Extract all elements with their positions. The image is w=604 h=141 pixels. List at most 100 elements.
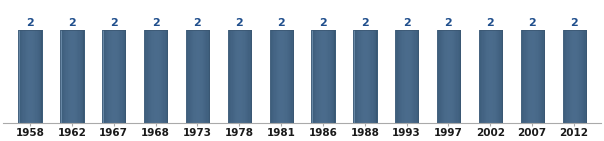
Bar	[459, 30, 460, 123]
Bar	[361, 30, 362, 123]
Bar	[525, 30, 527, 123]
Bar	[63, 30, 64, 123]
Bar	[204, 30, 205, 123]
Bar	[42, 30, 43, 123]
Bar	[26, 30, 27, 123]
Bar	[489, 30, 490, 123]
Bar	[228, 30, 229, 123]
Bar	[449, 30, 451, 123]
Bar	[199, 30, 201, 123]
Bar	[324, 30, 325, 123]
Bar	[38, 30, 39, 123]
Bar	[567, 30, 568, 123]
Bar	[289, 30, 290, 123]
Bar	[162, 30, 164, 123]
Bar	[399, 30, 400, 123]
Bar	[283, 30, 284, 123]
Bar	[582, 30, 583, 123]
Bar	[484, 30, 485, 123]
Bar	[119, 30, 120, 123]
Bar	[277, 30, 278, 123]
Bar	[579, 30, 580, 123]
Bar	[187, 30, 188, 123]
Bar	[230, 30, 231, 123]
Bar	[453, 30, 454, 123]
Text: 2: 2	[319, 18, 327, 28]
Bar	[72, 30, 74, 123]
Bar	[492, 30, 493, 123]
Bar	[312, 30, 313, 123]
Bar	[448, 30, 449, 123]
Text: 2: 2	[445, 18, 452, 28]
Bar	[529, 30, 530, 123]
Bar	[373, 30, 374, 123]
Bar	[562, 30, 585, 123]
Bar	[312, 30, 313, 123]
Bar	[194, 30, 196, 123]
Bar	[269, 30, 271, 123]
Bar	[239, 30, 240, 123]
Bar	[231, 30, 233, 123]
Bar	[80, 30, 81, 123]
Bar	[578, 30, 579, 123]
Bar	[530, 30, 532, 123]
Bar	[329, 30, 330, 123]
Bar	[274, 30, 275, 123]
Bar	[539, 30, 540, 123]
Bar	[146, 30, 147, 123]
Bar	[36, 30, 37, 123]
Bar	[28, 30, 30, 123]
Bar	[246, 30, 247, 123]
Bar	[437, 30, 438, 123]
Bar	[410, 30, 411, 123]
Bar	[326, 30, 327, 123]
Bar	[358, 30, 359, 123]
Bar	[406, 30, 407, 123]
Bar	[445, 30, 447, 123]
Bar	[479, 30, 480, 123]
Text: 2: 2	[361, 18, 368, 28]
Bar	[248, 30, 249, 123]
Bar	[155, 30, 156, 123]
Bar	[269, 30, 271, 123]
Bar	[356, 30, 357, 123]
Bar	[353, 30, 355, 123]
Bar	[573, 30, 574, 123]
Bar	[483, 30, 484, 123]
Text: 2: 2	[152, 18, 159, 28]
Bar	[102, 30, 103, 123]
Bar	[149, 30, 150, 123]
Bar	[451, 30, 452, 123]
Bar	[65, 30, 66, 123]
Bar	[159, 30, 160, 123]
Bar	[570, 30, 571, 123]
Bar	[485, 30, 486, 123]
Bar	[565, 30, 566, 123]
Bar	[369, 30, 370, 123]
Bar	[74, 30, 75, 123]
Bar	[197, 30, 198, 123]
Bar	[333, 30, 335, 123]
Bar	[501, 30, 502, 123]
Bar	[228, 30, 229, 123]
Bar	[292, 30, 294, 123]
Bar	[395, 30, 418, 123]
Bar	[397, 30, 399, 123]
Bar	[455, 30, 457, 123]
Text: 2: 2	[486, 18, 494, 28]
Text: 2: 2	[277, 18, 285, 28]
Bar	[407, 30, 408, 123]
Text: 2: 2	[403, 18, 411, 28]
Bar	[417, 30, 418, 123]
Text: 2: 2	[26, 18, 34, 28]
Bar	[538, 30, 539, 123]
Bar	[69, 30, 70, 123]
Bar	[576, 30, 577, 123]
Bar	[34, 30, 36, 123]
Bar	[457, 30, 458, 123]
Bar	[235, 30, 236, 123]
Bar	[577, 30, 578, 123]
Bar	[75, 30, 76, 123]
Bar	[522, 30, 523, 123]
Bar	[439, 30, 441, 123]
